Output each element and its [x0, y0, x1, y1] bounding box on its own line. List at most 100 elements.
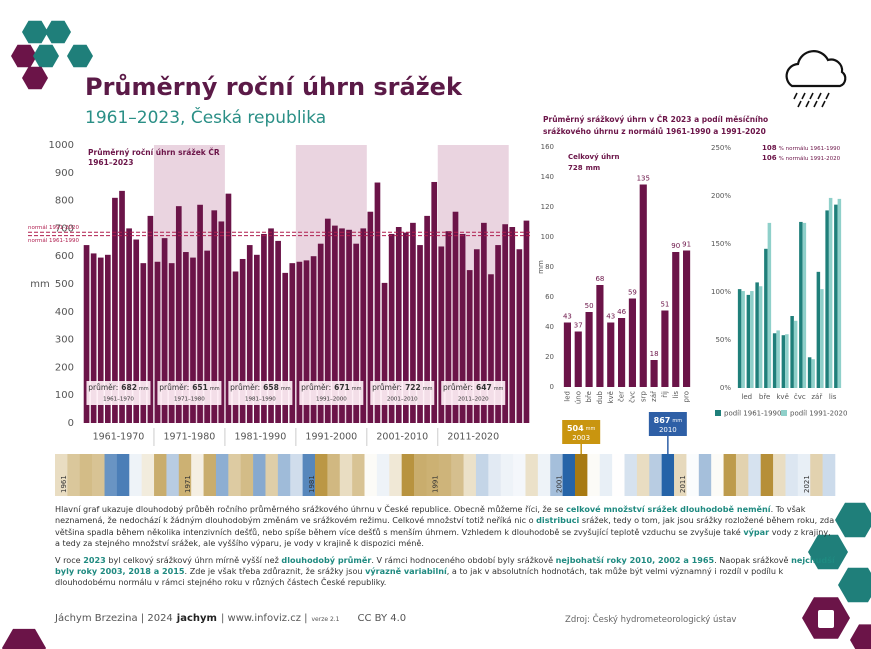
- stripe: [253, 454, 266, 496]
- stripe: [178, 454, 192, 496]
- bar: [639, 184, 647, 387]
- decade-value: 671: [334, 383, 350, 392]
- bar: [607, 322, 615, 387]
- stripe: [513, 454, 526, 496]
- stripe: [302, 454, 316, 496]
- x-tick-label: 2001-2010: [376, 432, 428, 443]
- value-label: 43: [606, 313, 615, 321]
- stripe-label: 1971: [184, 475, 192, 493]
- bar: [683, 250, 691, 387]
- decade-unit: mm: [139, 386, 149, 392]
- annotation-value: 108: [762, 144, 777, 152]
- bar: [204, 250, 211, 423]
- bar: [275, 240, 281, 423]
- highlight: nejbohatší roky 2010, 2002 a 1965: [555, 554, 715, 565]
- stripe: [265, 454, 279, 496]
- stripe-label: 1981: [308, 475, 316, 493]
- legend-swatch: [715, 410, 721, 416]
- author: Jáchym Brzezina | 2024: [55, 613, 173, 624]
- bar: [488, 274, 494, 423]
- bar: [495, 245, 501, 423]
- decade-range: 2011–2020: [458, 397, 489, 403]
- decade-box: [86, 381, 151, 405]
- callout-box: [648, 412, 687, 436]
- stripe: [364, 454, 378, 496]
- bar: [672, 252, 680, 387]
- stripe: [327, 454, 341, 496]
- y-tick-label: 40: [545, 323, 554, 331]
- value-label: 37: [574, 322, 583, 330]
- value-label: 90: [671, 242, 680, 250]
- decade-range: 1981–1990: [245, 397, 276, 403]
- bar: [332, 225, 338, 423]
- decade-value: 682: [121, 383, 137, 392]
- highlight: nejchudší byly roky 2003, 2018 a 2015: [55, 554, 835, 577]
- annotation: 108% normálu 1961-1990: [762, 144, 841, 152]
- value-label: 91: [682, 241, 691, 249]
- y-tick-label: 0%: [720, 384, 731, 392]
- bar: [133, 239, 140, 423]
- bar: [585, 312, 593, 387]
- text: vody z krajiny, a tedy za stejného množs…: [55, 526, 831, 549]
- bar: [381, 282, 388, 423]
- stripe: [352, 454, 365, 496]
- bar: [502, 224, 509, 423]
- stripe: [463, 454, 477, 496]
- y-tick-label: 140: [541, 173, 554, 181]
- bar: [303, 260, 310, 423]
- callout-number: 504: [567, 424, 584, 433]
- text: , a to jak v absolutních hodnotách, tak …: [55, 566, 784, 588]
- y-tick-label: 60: [545, 293, 554, 301]
- bar: [410, 222, 416, 423]
- stripe: [79, 454, 93, 496]
- x-tick-label: 1991-2000: [305, 432, 357, 443]
- hexagon: [11, 44, 37, 68]
- decade-range: 1971–1980: [174, 397, 205, 403]
- stripe: [129, 454, 142, 496]
- bar: [837, 198, 842, 388]
- bar: [438, 246, 445, 423]
- bar: [360, 228, 367, 423]
- x-tick-label: bře: [759, 393, 770, 401]
- stripe: [587, 454, 601, 496]
- stripe: [773, 454, 786, 496]
- bar: [741, 291, 745, 388]
- bar: [834, 204, 838, 388]
- bar: [211, 210, 218, 423]
- bar: [790, 316, 794, 388]
- text: . To však neznamená, že nedochází k žádn…: [55, 504, 806, 526]
- bar: [183, 252, 189, 423]
- bar: [452, 211, 459, 423]
- callout-year: 2003: [572, 434, 590, 442]
- x-tick-label: dub: [596, 390, 604, 404]
- annotation-value: 728 mm: [568, 164, 600, 172]
- callout-box: [562, 420, 601, 444]
- bar: [119, 190, 125, 423]
- y-tick-label: 600: [55, 251, 74, 262]
- text: . V rámci hodnoceného období byly srážko…: [371, 554, 556, 565]
- stripe: [191, 454, 204, 496]
- decade-box: [370, 381, 435, 405]
- decade-value: 722: [405, 383, 421, 392]
- bar: [339, 228, 345, 423]
- bar: [820, 289, 824, 388]
- y-tick-label: 300: [55, 335, 74, 346]
- bar: [402, 232, 409, 423]
- bar: [168, 263, 175, 423]
- x-tick-label: pro: [683, 391, 691, 402]
- normal-label: normál 1991-2020: [28, 224, 79, 231]
- stripe: [735, 454, 749, 496]
- callout-value: 867 mm: [654, 416, 683, 425]
- value-label: 43: [563, 313, 572, 321]
- x-tick-label: čer: [618, 391, 626, 402]
- decade-unit: mm: [210, 386, 220, 392]
- bar: [197, 204, 203, 423]
- bar: [828, 197, 833, 388]
- decade-label: průměr:: [443, 383, 473, 392]
- stripe: [426, 454, 440, 496]
- value-label: 135: [637, 175, 650, 183]
- stripe: [525, 454, 539, 496]
- hexagon: [33, 44, 59, 68]
- bar: [112, 197, 118, 423]
